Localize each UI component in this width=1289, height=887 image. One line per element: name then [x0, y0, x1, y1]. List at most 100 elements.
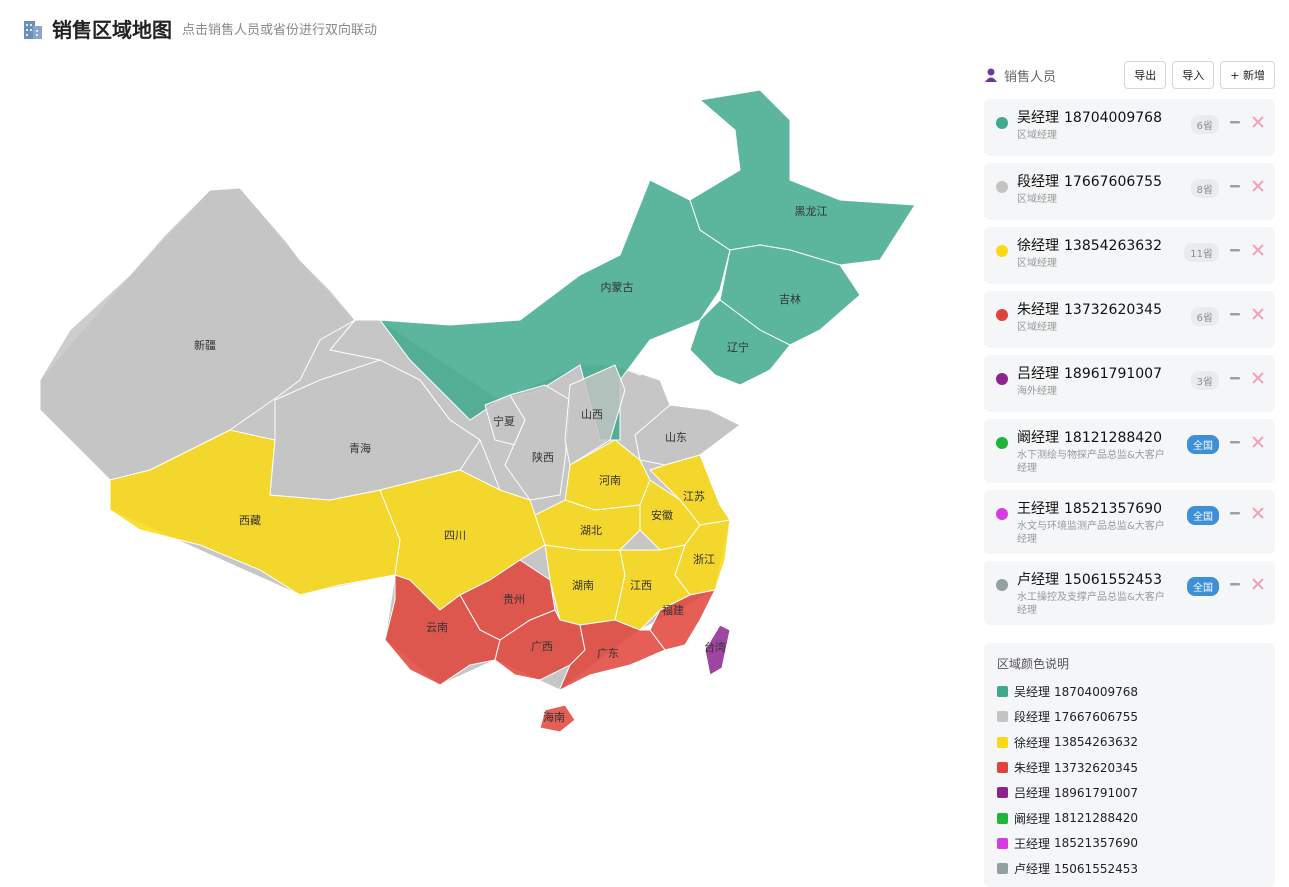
legend-phone: 15061552453: [1054, 861, 1138, 876]
province-label: 贵州: [503, 593, 525, 606]
legend-phone: 18121288420: [1054, 811, 1138, 826]
edit-icon[interactable]: [1229, 115, 1241, 129]
legend-phone: 18961791007: [1054, 785, 1138, 800]
legend-item: 徐经理 13854263632: [997, 730, 1262, 755]
color-dot: [996, 181, 1008, 193]
salesperson-card[interactable]: 吴经理 18704009768 区域经理 6省: [984, 99, 1275, 156]
card-info: 阚经理 18121288420 水下测绘与物探产品总监&大客户经理: [1017, 427, 1187, 475]
region-badge: 全国: [1187, 506, 1219, 525]
salesperson-card[interactable]: 卢经理 15061552453 水工操控及支撑产品总监&大客户经理 全国: [984, 561, 1275, 625]
panel-button[interactable]: 导出: [1124, 61, 1167, 89]
card-info: 朱经理 13732620345 区域经理: [1017, 299, 1191, 334]
province-label: 山东: [665, 431, 687, 444]
salesperson-name: 阚经理: [1017, 430, 1059, 446]
legend-title: 区域颜色说明: [997, 657, 1070, 671]
color-dot: [996, 245, 1008, 257]
delete-icon[interactable]: [1251, 371, 1265, 385]
province[interactable]: [634, 404, 741, 466]
delete-icon[interactable]: [1251, 179, 1265, 193]
panel-button[interactable]: 导入: [1172, 61, 1215, 89]
province[interactable]: [378, 179, 731, 441]
province-label: 江苏: [683, 490, 705, 503]
province-label: 辽宁: [727, 340, 749, 354]
salesperson-name: 吕经理: [1017, 366, 1059, 382]
legend-phone: 13732620345: [1054, 760, 1138, 775]
legend-swatch: [997, 812, 1008, 824]
legend-swatch: [997, 762, 1008, 774]
province[interactable]: [564, 364, 626, 466]
edit-icon[interactable]: [1229, 506, 1241, 520]
province-label: 台湾: [704, 640, 726, 654]
color-dot: [996, 373, 1008, 385]
edit-icon[interactable]: [1229, 307, 1241, 321]
salesperson-card[interactable]: 王经理 18521357690 水文与环境监测产品总监&大客户经理 全国: [984, 490, 1275, 554]
card-info: 卢经理 15061552453 水工操控及支撑产品总监&大客户经理: [1017, 569, 1187, 617]
salesperson-name: 吴经理: [1017, 110, 1059, 126]
color-dot: [996, 309, 1008, 321]
delete-icon[interactable]: [1251, 506, 1265, 520]
legend-name: 卢经理: [1014, 862, 1051, 877]
card-info: 段经理 17667606755 区域经理: [1017, 171, 1191, 206]
delete-icon[interactable]: [1251, 435, 1265, 449]
province[interactable]: [704, 624, 731, 676]
page: 销售区域地图 点击销售人员或省份进行双向联动 新疆 西藏 青海 内蒙古 黑龙江 吉林 辽宁宁…: [24, 18, 1275, 877]
delete-glyph: [1252, 436, 1264, 448]
province[interactable]: [689, 89, 916, 266]
delete-icon[interactable]: [1251, 577, 1265, 591]
salesperson-card[interactable]: 徐经理 13854263632 区域经理 11省: [984, 227, 1275, 284]
province[interactable]: [504, 384, 571, 501]
delete-icon[interactable]: [1251, 307, 1265, 321]
card-info: 吴经理 18704009768 区域经理: [1017, 107, 1191, 142]
salesperson-role: 区域经理: [1017, 130, 1057, 141]
salesperson-phone: 18704009768: [1064, 110, 1162, 126]
color-dot: [996, 117, 1008, 129]
delete-icon[interactable]: [1251, 115, 1265, 129]
card-info: 徐经理 13854263632 区域经理: [1017, 235, 1184, 270]
salespeople-list: 吴经理 18704009768 区域经理 6省段经理 17667606755 区域经理 8省…: [984, 99, 1275, 625]
edit-glyph: [1230, 377, 1240, 380]
province[interactable]: [554, 619, 666, 701]
legend-item: 朱经理 13732620345: [997, 755, 1262, 780]
salesperson-phone: 18521357690: [1064, 501, 1162, 517]
salesperson-card[interactable]: 阚经理 18121288420 水下测绘与物探产品总监&大客户经理 全国: [984, 419, 1275, 483]
legend-phone: 17667606755: [1054, 709, 1138, 724]
color-dot: [996, 579, 1008, 591]
name-line: 朱经理 13732620345: [1017, 299, 1191, 319]
name-line: 卢经理 15061552453: [1017, 569, 1187, 589]
building-icon: [24, 20, 42, 39]
panel-button[interactable]: + 新增: [1220, 61, 1275, 89]
color-dot: [996, 508, 1008, 520]
salesperson-card[interactable]: 段经理 17667606755 区域经理 8省: [984, 163, 1275, 220]
card-info: 王经理 18521357690 水文与环境监测产品总监&大客户经理: [1017, 498, 1187, 546]
salesperson-name: 徐经理: [1017, 238, 1059, 254]
edit-icon[interactable]: [1229, 243, 1241, 257]
province-label: 海南: [543, 710, 565, 724]
salesperson-card[interactable]: 吕经理 18961791007 海外经理 3省: [984, 355, 1275, 412]
edit-icon[interactable]: [1229, 435, 1241, 449]
legend: 区域颜色说明 吴经理 18704009768 段经理 17667606755 徐经理 13…: [984, 643, 1275, 887]
province[interactable]: [689, 299, 791, 386]
color-dot: [996, 437, 1008, 449]
legend-phone: 18521357690: [1054, 836, 1138, 851]
salesperson-phone: 15061552453: [1064, 572, 1162, 588]
province-label: 安徽: [651, 508, 673, 522]
province-label: 福建: [662, 603, 684, 617]
delete-icon[interactable]: [1251, 243, 1265, 257]
edit-glyph: [1230, 249, 1240, 252]
legend-swatch: [997, 787, 1008, 799]
province-label: 内蒙古: [601, 280, 634, 294]
salesperson-phone: 18961791007: [1064, 366, 1162, 382]
edit-icon[interactable]: [1229, 179, 1241, 193]
panel-title: 销售人员: [1004, 69, 1057, 85]
region-badge: 6省: [1190, 115, 1219, 134]
province[interactable]: [539, 704, 576, 733]
legend-phone: 13854263632: [1054, 735, 1138, 750]
salesperson-name: 朱经理: [1017, 302, 1059, 318]
legend-name: 段经理: [1014, 710, 1051, 725]
name-line: 吕经理 18961791007: [1017, 363, 1191, 383]
name-line: 段经理 17667606755: [1017, 171, 1191, 191]
edit-icon[interactable]: [1229, 371, 1241, 385]
edit-icon[interactable]: [1229, 577, 1241, 591]
legend-name: 王经理: [1014, 836, 1051, 851]
salesperson-card[interactable]: 朱经理 13732620345 区域经理 6省: [984, 291, 1275, 348]
